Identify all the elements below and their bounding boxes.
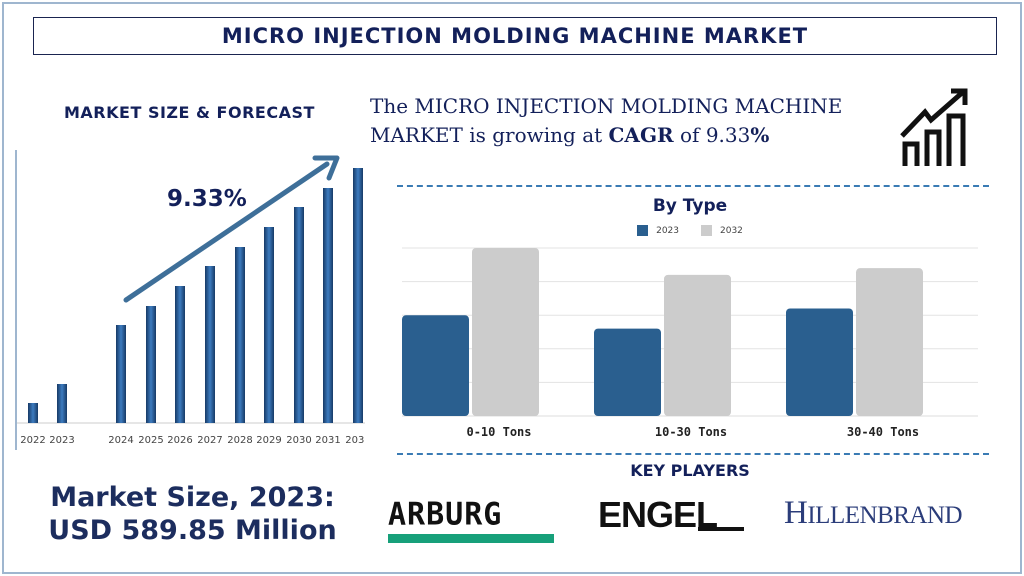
bar-2022 — [28, 403, 38, 423]
bar-0-10Tons-2032 — [472, 248, 539, 416]
market-size-value: USD 589.85 Million — [48, 515, 337, 546]
trend-arrow-head — [312, 155, 340, 181]
market-size-label: Market Size, 2023: — [50, 482, 335, 513]
arburg-logo: ARBURG — [388, 496, 554, 543]
divider — [397, 185, 989, 187]
legend-swatch — [701, 225, 712, 236]
bar-0-10Tons-2023 — [402, 315, 469, 416]
legend-label: 2023 — [656, 225, 679, 236]
forecast-bar-chart: 2022 2023 2024 2025 2026 2027 2028 2029 2030 2031… — [15, 150, 365, 450]
key-players-heading: KEY PLAYERS — [630, 461, 750, 480]
arburg-logo-text: ARBURG — [388, 496, 503, 533]
bar-2024 — [116, 325, 126, 423]
bar-2030 — [294, 207, 304, 423]
bar-2023 — [57, 384, 67, 423]
cagr-label: CAGR — [608, 123, 674, 147]
cagr-prefix: The MICRO INJECTION MOLDING MACHINE MARK… — [370, 94, 843, 147]
legend-swatch — [637, 225, 649, 236]
cagr-percent: % — [750, 123, 770, 147]
bar-2025 — [146, 306, 156, 423]
market-size-heading: MARKET SIZE & FORECAST — [64, 103, 315, 122]
category-label: 30-40 Tons — [847, 425, 919, 439]
tick-label-2023: 2023 — [49, 435, 74, 446]
bar-2032 — [353, 168, 363, 423]
growth-chart-arrow-icon — [900, 88, 968, 166]
tick-label-2029: 2029 — [256, 435, 281, 446]
bar-30-40Tons-2032 — [856, 268, 923, 416]
cagr-value: of 9.33 — [673, 123, 751, 147]
cagr-annotation: 9.33% — [167, 186, 247, 212]
chart-legend: 2023 2032 — [390, 225, 990, 236]
divider — [397, 453, 989, 455]
page-title: MICRO INJECTION MOLDING MACHINE MARKET — [221, 24, 809, 48]
tick-label-2032: 2032 — [345, 435, 365, 446]
tick-label-2022: 2022 — [20, 435, 45, 446]
bar-2028 — [235, 247, 245, 423]
chart-title: By Type — [652, 196, 728, 216]
tick-label-2027: 2027 — [197, 435, 222, 446]
cagr-statement: The MICRO INJECTION MOLDING MACHINE MARK… — [370, 92, 870, 150]
market-size-summary: Market Size, 2023: USD 589.85 Million — [20, 481, 365, 547]
legend-label: 2032 — [720, 225, 743, 236]
tick-label-2026: 2026 — [167, 435, 192, 446]
tick-label-2028: 2028 — [227, 435, 252, 446]
trend-arrow — [123, 161, 330, 303]
engel-logo: ENGEL — [598, 494, 745, 535]
tick-label-2024: 2024 — [108, 435, 133, 446]
tick-label-2025: 2025 — [138, 435, 163, 446]
category-label: 10-30 Tons — [655, 425, 727, 439]
tick-label-2031: 2031 — [315, 435, 340, 446]
legend-item-2023: 2023 — [637, 225, 679, 236]
by-type-bar-chart: 0-10 Tons 10-30 Tons 30-40 Tons — [402, 247, 978, 439]
tick-label-2030: 2030 — [286, 435, 311, 446]
hillenbrand-logo: HILLENBRAND — [784, 495, 963, 531]
bar-2031 — [323, 188, 333, 423]
legend-item-2032: 2032 — [701, 225, 743, 236]
title-banner: MICRO INJECTION MOLDING MACHINE MARKET — [33, 17, 997, 55]
bar-2026 — [175, 286, 185, 423]
bar-2029 — [264, 227, 274, 423]
bar-10-30Tons-2023 — [594, 328, 661, 416]
bar-30-40Tons-2023 — [786, 308, 853, 416]
bar-2027 — [205, 266, 215, 423]
category-label: 0-10 Tons — [466, 425, 531, 439]
bar-10-30Tons-2032 — [664, 274, 731, 416]
